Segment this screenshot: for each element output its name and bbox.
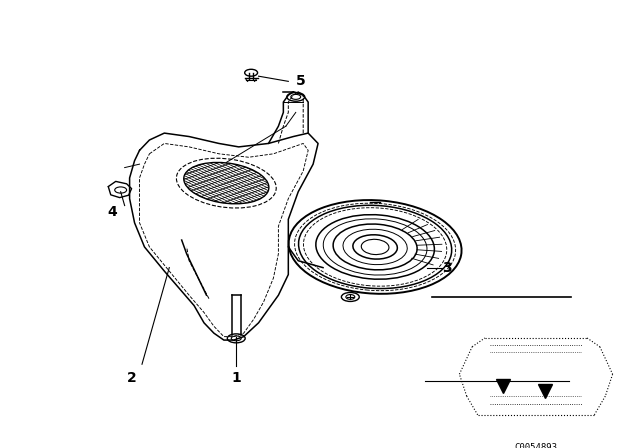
Text: 3: 3 — [442, 261, 452, 275]
Text: 1: 1 — [232, 371, 241, 385]
Text: C0054893: C0054893 — [515, 444, 557, 448]
Text: 2: 2 — [127, 371, 137, 385]
Ellipse shape — [362, 239, 389, 254]
Text: 4: 4 — [108, 206, 117, 220]
Text: 5: 5 — [296, 74, 305, 88]
